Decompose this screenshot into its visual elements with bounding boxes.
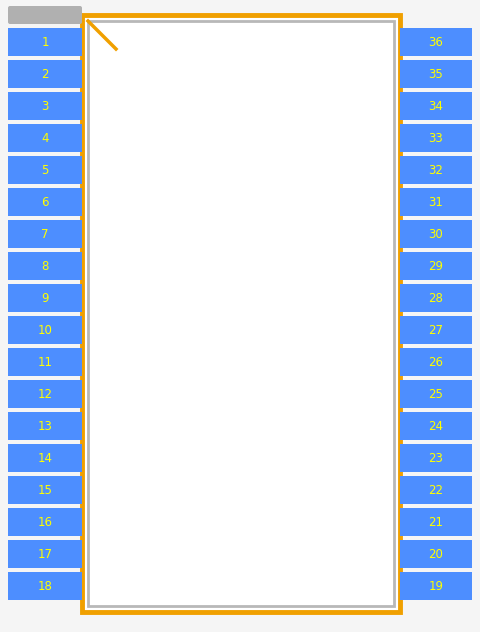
Bar bbox=[400, 380, 472, 408]
Text: 27: 27 bbox=[429, 324, 444, 336]
Bar bbox=[400, 156, 472, 184]
Bar bbox=[400, 316, 472, 344]
Text: 2: 2 bbox=[41, 68, 49, 80]
Bar bbox=[8, 156, 82, 184]
Bar bbox=[8, 92, 82, 120]
Text: 18: 18 bbox=[37, 580, 52, 593]
Bar bbox=[8, 540, 82, 568]
Bar bbox=[400, 572, 472, 600]
Text: 10: 10 bbox=[37, 324, 52, 336]
Bar bbox=[8, 444, 82, 472]
Text: 14: 14 bbox=[37, 451, 52, 465]
Bar bbox=[400, 412, 472, 440]
Text: 36: 36 bbox=[429, 35, 444, 49]
Text: 3: 3 bbox=[41, 99, 48, 112]
Bar bbox=[400, 508, 472, 536]
Bar bbox=[400, 540, 472, 568]
Text: 15: 15 bbox=[37, 483, 52, 497]
Text: 24: 24 bbox=[429, 420, 444, 432]
Bar bbox=[400, 124, 472, 152]
Text: 28: 28 bbox=[429, 291, 444, 305]
Text: 25: 25 bbox=[429, 387, 444, 401]
Bar bbox=[400, 476, 472, 504]
Bar bbox=[8, 220, 82, 248]
Text: 8: 8 bbox=[41, 260, 48, 272]
Text: 34: 34 bbox=[429, 99, 444, 112]
Text: 16: 16 bbox=[37, 516, 52, 528]
Text: 17: 17 bbox=[37, 547, 52, 561]
Bar bbox=[8, 412, 82, 440]
Bar bbox=[400, 348, 472, 376]
Bar bbox=[400, 252, 472, 280]
Text: 30: 30 bbox=[429, 228, 444, 241]
Text: 29: 29 bbox=[429, 260, 444, 272]
Text: 33: 33 bbox=[429, 131, 444, 145]
Bar bbox=[88, 21, 394, 606]
Bar bbox=[8, 188, 82, 216]
Bar bbox=[8, 284, 82, 312]
FancyBboxPatch shape bbox=[8, 6, 82, 24]
Bar bbox=[400, 444, 472, 472]
Bar bbox=[8, 572, 82, 600]
Text: 31: 31 bbox=[429, 195, 444, 209]
Bar bbox=[400, 92, 472, 120]
Bar bbox=[8, 348, 82, 376]
Text: 9: 9 bbox=[41, 291, 49, 305]
Text: 11: 11 bbox=[37, 355, 52, 368]
Bar bbox=[82, 15, 400, 612]
Bar bbox=[8, 60, 82, 88]
Bar bbox=[8, 252, 82, 280]
Text: 22: 22 bbox=[429, 483, 444, 497]
Bar bbox=[400, 188, 472, 216]
Bar bbox=[8, 476, 82, 504]
Text: 5: 5 bbox=[41, 164, 48, 176]
Text: 12: 12 bbox=[37, 387, 52, 401]
Text: 26: 26 bbox=[429, 355, 444, 368]
Bar bbox=[400, 28, 472, 56]
Text: 6: 6 bbox=[41, 195, 49, 209]
Text: 4: 4 bbox=[41, 131, 49, 145]
Bar bbox=[8, 380, 82, 408]
Bar bbox=[400, 220, 472, 248]
Text: 23: 23 bbox=[429, 451, 444, 465]
Text: 32: 32 bbox=[429, 164, 444, 176]
Bar bbox=[8, 508, 82, 536]
Bar bbox=[8, 124, 82, 152]
Bar bbox=[8, 316, 82, 344]
Text: 19: 19 bbox=[429, 580, 444, 593]
Bar bbox=[8, 28, 82, 56]
Text: 20: 20 bbox=[429, 547, 444, 561]
Text: 21: 21 bbox=[429, 516, 444, 528]
Text: 1: 1 bbox=[41, 35, 49, 49]
Bar bbox=[400, 60, 472, 88]
Bar bbox=[400, 284, 472, 312]
Text: 13: 13 bbox=[37, 420, 52, 432]
Text: 35: 35 bbox=[429, 68, 444, 80]
Text: 7: 7 bbox=[41, 228, 49, 241]
